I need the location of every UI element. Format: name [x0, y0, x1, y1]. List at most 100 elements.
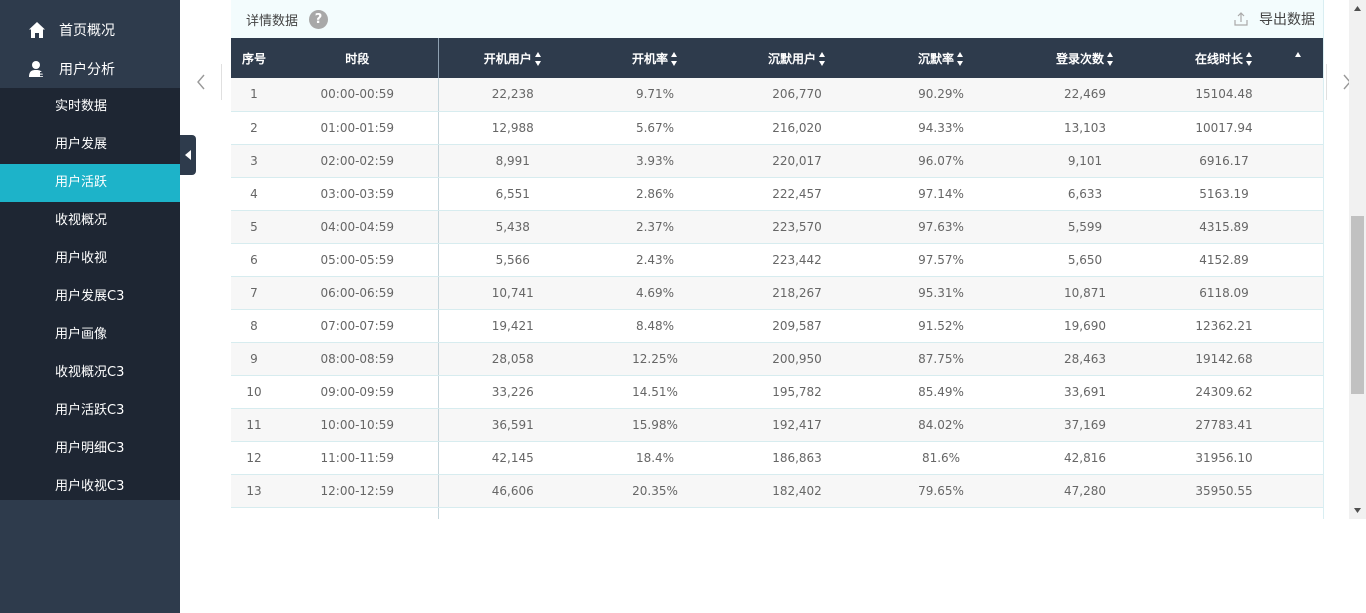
user-icon: [27, 59, 47, 79]
table-row-partial: [231, 507, 1324, 519]
scrollbar-thumb[interactable]: [1351, 216, 1364, 394]
table-cell: 04:00-04:59: [277, 210, 439, 244]
vertical-scrollbar[interactable]: [1349, 0, 1366, 519]
sort-icon[interactable]: [957, 52, 964, 66]
table-cell-partial: [1289, 309, 1324, 343]
table-cell: [277, 507, 439, 519]
table-cell-partial: [1289, 441, 1324, 475]
table-cell: 87.75%: [871, 342, 1011, 376]
sidebar: 首页概况 用户分析 实时数据 用户发展 用户活跃 收视概况 用户收视 用户发展C…: [0, 0, 180, 613]
table-row: 9 08:00-08:59 28,058 12.25% 200,950 87.75% 28,…: [231, 342, 1324, 376]
table-cell: 27783.41: [1159, 408, 1289, 442]
table-cell: 24309.62: [1159, 375, 1289, 409]
prev-page-button[interactable]: [181, 62, 221, 102]
table-row: 12 11:00-11:59 42,145 18.4% 186,863 81.6% 42,8…: [231, 441, 1324, 475]
table-cell: 8: [231, 309, 277, 343]
sidebar-subitem-realtime[interactable]: 实时数据: [55, 99, 108, 114]
sidebar-item-label: 用户分析: [59, 61, 115, 78]
sort-icon[interactable]: [1246, 52, 1253, 66]
table-cell: 94.33%: [871, 111, 1011, 145]
sidebar-subitem-user-growth-c3[interactable]: 用户发展C3: [55, 289, 125, 304]
table-cell: 90.29%: [871, 78, 1011, 112]
table-row: 7 06:00-06:59 10,741 4.69% 218,267 95.31% 10,8…: [231, 276, 1324, 310]
scroll-up-arrow-icon[interactable]: [1349, 0, 1366, 17]
sort-icon[interactable]: [1107, 52, 1114, 66]
sidebar-subitem-viewing-overview[interactable]: 收视概况: [55, 213, 108, 228]
table-cell: 11: [231, 408, 277, 442]
table-cell: 182,402: [723, 474, 871, 508]
table-cell: 28,463: [1011, 342, 1159, 376]
table-cell: 223,442: [723, 243, 871, 277]
sidebar-subitem-user-viewing[interactable]: 用户收视: [55, 251, 108, 266]
column-header-sortable[interactable]: 开机率: [587, 38, 723, 78]
table-cell-partial: [1289, 375, 1324, 409]
table-cell: 00:00-00:59: [277, 78, 439, 112]
sidebar-subitem-viewing-overview-c3[interactable]: 收视概况C3: [55, 365, 125, 380]
table-cell: 6,551: [438, 177, 587, 211]
help-icon[interactable]: ?: [309, 9, 329, 29]
table-cell: 14.51%: [587, 375, 723, 409]
table-cell: 4152.89: [1159, 243, 1289, 277]
table-cell: 2.37%: [587, 210, 723, 244]
table-cell: 05:00-05:59: [277, 243, 439, 277]
table-cell-partial: [1289, 111, 1324, 145]
table-cell: 192,417: [723, 408, 871, 442]
sidebar-subitem-user-active[interactable]: 用户活跃: [0, 164, 180, 202]
sidebar-subitem-user-active-c3[interactable]: 用户活跃C3: [55, 403, 125, 418]
table-cell: 4: [231, 177, 277, 211]
table-cell: 7: [231, 276, 277, 310]
table-cell: 47,280: [1011, 474, 1159, 508]
column-header-sortable[interactable]: 在线时长: [1159, 38, 1289, 78]
table-cell: 9.71%: [587, 78, 723, 112]
table-cell: 2.43%: [587, 243, 723, 277]
column-header-sortable[interactable]: 沉默率: [871, 38, 1011, 78]
sort-icon[interactable]: [819, 52, 826, 66]
table-cell: 31956.10: [1159, 441, 1289, 475]
table-row: 6 05:00-05:59 5,566 2.43% 223,442 97.57% 5,650…: [231, 243, 1324, 277]
sort-icon[interactable]: [671, 52, 678, 66]
export-data-button[interactable]: 导出数据: [1234, 9, 1315, 29]
divider: [221, 64, 222, 100]
sidebar-subitem-user-growth[interactable]: 用户发展: [55, 137, 108, 152]
panel-header: 详情数据 ? 导出数据: [231, 0, 1324, 38]
column-header-sortable[interactable]: 开机用户: [438, 38, 587, 78]
table-cell: 223,570: [723, 210, 871, 244]
table-cell: 12.25%: [587, 342, 723, 376]
table-cell: 6916.17: [1159, 144, 1289, 178]
table-cell: 220,017: [723, 144, 871, 178]
column-header-sortable[interactable]: 沉默用户: [723, 38, 871, 78]
column-header: 时段: [277, 38, 439, 78]
sidebar-submenu: 实时数据 用户发展 用户活跃 收视概况 用户收视 用户发展C3 用户画像 收视概…: [0, 88, 180, 500]
sidebar-collapse-toggle[interactable]: [180, 135, 196, 175]
table-cell: 15.98%: [587, 408, 723, 442]
column-header-sortable[interactable]: 登录次数: [1011, 38, 1159, 78]
table-cell: 5,599: [1011, 210, 1159, 244]
chevron-left-icon: [197, 74, 205, 90]
export-label: 导出数据: [1259, 12, 1315, 28]
column-header-partial[interactable]: [1289, 38, 1324, 78]
table-cell: 5,650: [1011, 243, 1159, 277]
table-cell: 195,782: [723, 375, 871, 409]
table-cell: 9: [231, 342, 277, 376]
sidebar-item-home[interactable]: 首页概况: [0, 10, 180, 49]
sort-icon[interactable]: [534, 52, 542, 66]
sidebar-subitem-user-detail-c3[interactable]: 用户明细C3: [55, 441, 125, 456]
table-cell: 2.86%: [587, 177, 723, 211]
sidebar-subitem-user-profile[interactable]: 用户画像: [55, 327, 108, 342]
table-cell: 10,871: [1011, 276, 1159, 310]
sidebar-item-user-analysis[interactable]: 用户分析: [0, 49, 180, 88]
table-cell: [1289, 507, 1324, 519]
table-cell: 5.67%: [587, 111, 723, 145]
table-cell: 200,950: [723, 342, 871, 376]
table-cell: 5,566: [438, 243, 587, 277]
scroll-down-arrow-icon[interactable]: [1349, 502, 1366, 519]
table-cell-partial: [1289, 177, 1324, 211]
sidebar-subitem-user-viewing-c3[interactable]: 用户收视C3: [55, 479, 125, 494]
table-row: 4 03:00-03:59 6,551 2.86% 222,457 97.14% 6,633…: [231, 177, 1324, 211]
table-cell: 216,020: [723, 111, 871, 145]
table-cell-partial: [1289, 144, 1324, 178]
table-cell: 12362.21: [1159, 309, 1289, 343]
table-cell: 10017.94: [1159, 111, 1289, 145]
table-cell: 13: [231, 474, 277, 508]
table-cell: 5,438: [438, 210, 587, 244]
